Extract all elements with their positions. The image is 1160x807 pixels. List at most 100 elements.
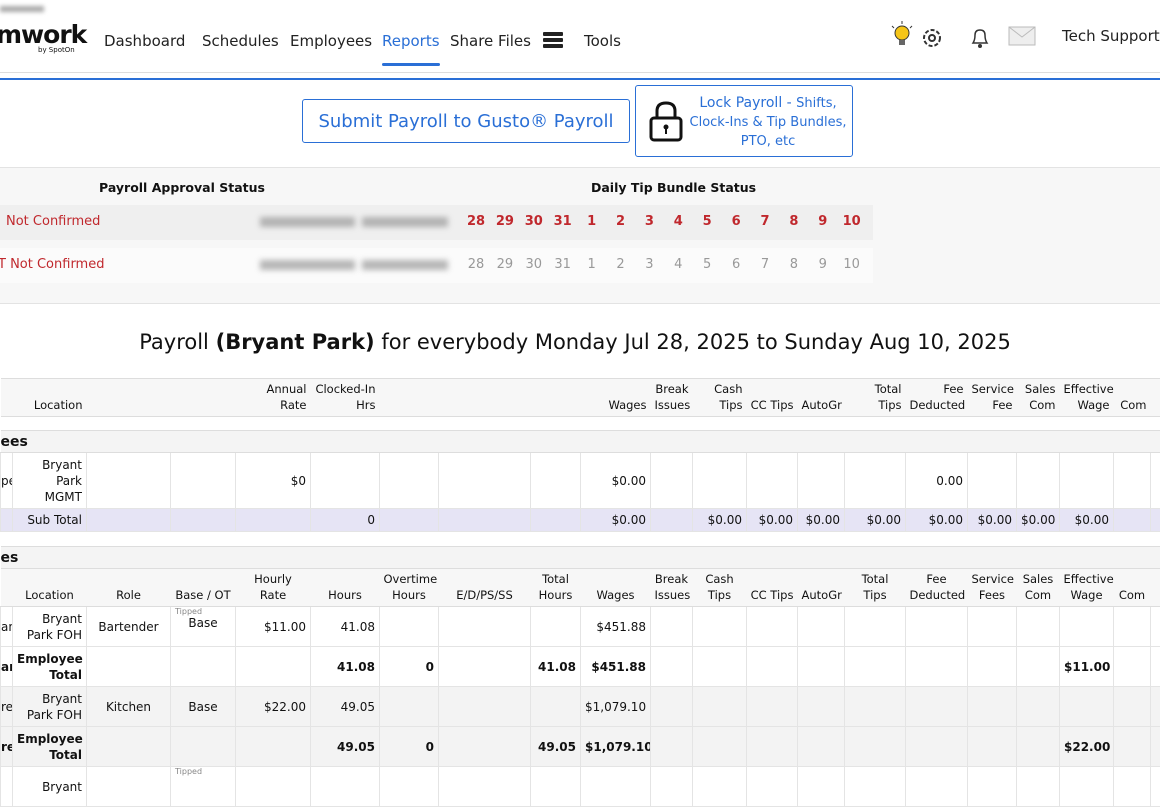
day[interactable]: 30 — [520, 257, 548, 272]
cell — [1151, 509, 1160, 532]
settings-icon[interactable] — [920, 26, 944, 50]
cell — [1114, 509, 1151, 532]
day[interactable]: 31 — [549, 257, 577, 272]
status-panel: Payroll Approval Status Daily Tip Bundle… — [0, 168, 1160, 304]
cell — [171, 647, 236, 687]
day[interactable]: 8 — [780, 257, 808, 272]
day[interactable]: 10 — [838, 257, 866, 272]
cell — [380, 687, 439, 727]
submit-button[interactable]: Submit Payroll to Gusto® Payroll — [302, 99, 630, 143]
day[interactable]: 5 — [693, 257, 721, 272]
day[interactable]: 28 — [462, 214, 490, 229]
day[interactable]: 1 — [578, 257, 606, 272]
cell: 41.08 — [311, 607, 380, 647]
title-location: (Bryant Park) — [216, 330, 375, 354]
column-header: Base / OT — [171, 569, 236, 607]
nav-item[interactable]: Schedules — [202, 32, 279, 50]
day[interactable]: 31 — [549, 214, 577, 229]
day[interactable]: 30 — [520, 214, 548, 229]
cell — [1151, 767, 1160, 807]
day[interactable]: 7 — [751, 257, 779, 272]
cell — [171, 727, 236, 767]
cell: $22.00 — [1060, 727, 1114, 767]
row-row: peBryant Park MGMT$0$0.000.00 — [1, 453, 1160, 509]
day[interactable]: 6 — [722, 214, 750, 229]
column-header: Hours — [311, 569, 380, 607]
day[interactable]: 1 — [578, 214, 606, 229]
day[interactable]: 10 — [838, 214, 866, 229]
column-header: Sales Com — [1017, 569, 1060, 607]
tip-header: Daily Tip Bundle Status — [591, 180, 756, 195]
column-header — [1, 379, 13, 417]
nav-item[interactable]: Reports — [382, 32, 440, 50]
cell: 41.08 — [531, 647, 581, 687]
column-header: Effective Wage — [1060, 569, 1114, 607]
spacer — [1, 417, 1160, 431]
day[interactable]: 7 — [751, 214, 779, 229]
cell: $0.00 — [968, 509, 1017, 532]
cell: re — [1, 727, 13, 767]
lock-button[interactable]: Lock Payroll - Shifts, Clock-Ins & Tip B… — [635, 85, 853, 157]
payroll-title: Payroll (Bryant Park) for everybody Mond… — [0, 330, 1150, 354]
cell — [693, 727, 747, 767]
nav-item[interactable]: Employees — [290, 32, 372, 50]
cell: Tipped — [171, 767, 236, 807]
day[interactable]: 4 — [664, 214, 692, 229]
day[interactable]: 8 — [780, 214, 808, 229]
cell: $1,079.10 — [581, 727, 651, 767]
cell — [693, 647, 747, 687]
day[interactable]: 3 — [635, 214, 663, 229]
nav-item[interactable]: Share Files — [450, 32, 531, 50]
stack-icon[interactable] — [541, 30, 565, 50]
cell — [968, 453, 1017, 509]
day[interactable]: 29 — [491, 214, 519, 229]
column-header: Com — [1114, 569, 1151, 607]
nav-item[interactable]: Tools — [584, 32, 621, 50]
brand: mwork — [0, 20, 86, 49]
cell — [651, 509, 693, 532]
total-row: reEmployee Total49.05049.05$1,079.10$22.… — [1, 727, 1160, 767]
cell — [651, 687, 693, 727]
day[interactable]: 6 — [722, 257, 750, 272]
blurred-name — [260, 260, 355, 270]
day[interactable]: 5 — [693, 214, 721, 229]
cell: 0.00 — [906, 453, 968, 509]
nav-item[interactable]: Dashboard — [104, 32, 185, 50]
cell: $0.00 — [906, 509, 968, 532]
cell — [1017, 727, 1060, 767]
tech-support[interactable]: Tech Support — [1062, 27, 1160, 45]
cell — [439, 687, 531, 727]
cell: Base — [171, 687, 236, 727]
lightbulb-icon[interactable] — [890, 20, 916, 50]
cell — [380, 453, 439, 509]
day[interactable]: 28 — [462, 257, 490, 272]
cell: 41.08 — [311, 647, 380, 687]
day[interactable]: 9 — [809, 214, 837, 229]
tipped-tag: Tipped — [175, 607, 231, 616]
column-header — [531, 379, 581, 417]
cell: $0.00 — [581, 453, 651, 509]
column-header: Role — [87, 569, 171, 607]
cell: Employee Total — [13, 727, 87, 767]
cell — [1151, 727, 1160, 767]
day[interactable]: 3 — [635, 257, 663, 272]
day[interactable]: 4 — [664, 257, 692, 272]
cell — [531, 767, 581, 807]
title-prefix: Payroll — [139, 330, 209, 354]
cell — [1017, 767, 1060, 807]
bell-icon[interactable] — [968, 26, 992, 50]
day[interactable]: 9 — [809, 257, 837, 272]
cell — [439, 509, 531, 532]
lock-text: Lock Payroll - Shifts, Clock-Ins & Tip B… — [688, 94, 848, 151]
day[interactable]: 2 — [607, 257, 635, 272]
day[interactable]: 2 — [607, 214, 635, 229]
cell: Kitchen — [87, 687, 171, 727]
mail-icon[interactable] — [1008, 26, 1036, 46]
cell — [747, 453, 798, 509]
day[interactable]: 29 — [491, 257, 519, 272]
